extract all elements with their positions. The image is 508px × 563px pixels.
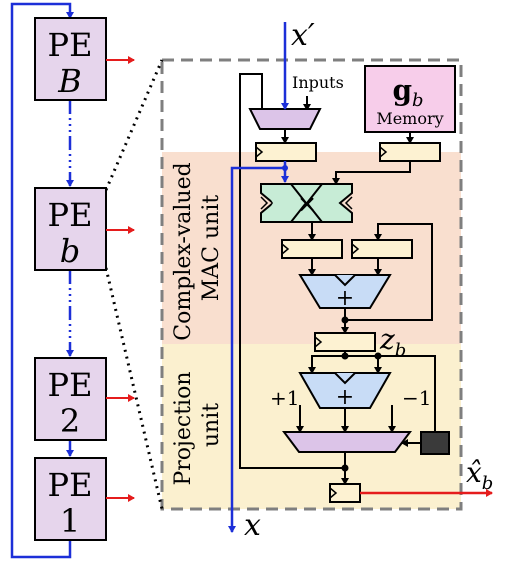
pe-index: 2 <box>60 402 80 440</box>
memory-sub: b <box>412 90 424 111</box>
junction-dot <box>282 165 288 171</box>
sign-detector-block <box>420 431 450 455</box>
complex-multiplier: × <box>260 183 353 223</box>
pe-index: 1 <box>60 502 80 540</box>
svg-text:gb: gb <box>392 74 423 111</box>
plus-symbol: + <box>336 385 354 410</box>
plus-symbol: + <box>336 286 354 311</box>
x-prime-label: x′ <box>291 18 315 53</box>
register-accumulator <box>351 239 413 259</box>
memory-block: gb Memory <box>364 65 456 133</box>
pe-chain-loop-wire <box>10 2 74 559</box>
pe-title: PE <box>48 366 93 404</box>
pe-block-2: PE 2 <box>34 357 107 441</box>
zoom-line-bottom <box>104 267 164 510</box>
junction-dot <box>341 316 349 324</box>
register-product <box>281 239 343 259</box>
inputs-label: Inputs <box>292 73 344 92</box>
pe-index: B <box>57 62 82 100</box>
pe-index: b <box>60 232 80 270</box>
pe-block-b: PE b <box>34 187 107 271</box>
projection-unit-label: Projection unit <box>171 364 224 485</box>
xhat-b-label: x̂b <box>466 456 493 494</box>
detail-panel-frame <box>160 58 463 511</box>
register-output <box>329 483 361 503</box>
zoom-line-top <box>104 59 164 191</box>
x-output-wire <box>228 161 287 533</box>
mac-adder: + <box>298 274 392 311</box>
pe-block-1: PE 1 <box>34 457 107 541</box>
z-b-label: zb <box>379 323 406 361</box>
x-output-label: x <box>244 508 261 543</box>
pe-title: PE <box>48 196 93 234</box>
projection-mux <box>282 431 412 453</box>
pe-title: PE <box>48 466 93 504</box>
register-memory <box>379 142 441 162</box>
junction-dot <box>374 352 382 360</box>
pe-block-B: PE B <box>34 17 107 101</box>
plus-one-label: +1 <box>270 386 299 410</box>
minus-one-label: −1 <box>402 386 431 410</box>
mac-unit-label: Complex-valued MAC unit <box>171 155 224 340</box>
memory-label: Memory <box>376 109 443 128</box>
input-mux <box>248 108 322 130</box>
junction-dot <box>341 464 349 472</box>
projection-adder: + <box>298 372 392 410</box>
multiply-symbol: × <box>297 190 317 218</box>
pe-title: PE <box>48 26 93 64</box>
memory-title: g <box>392 74 412 107</box>
register-z <box>314 332 376 352</box>
register-input <box>255 142 317 162</box>
junction-dot <box>341 352 349 360</box>
